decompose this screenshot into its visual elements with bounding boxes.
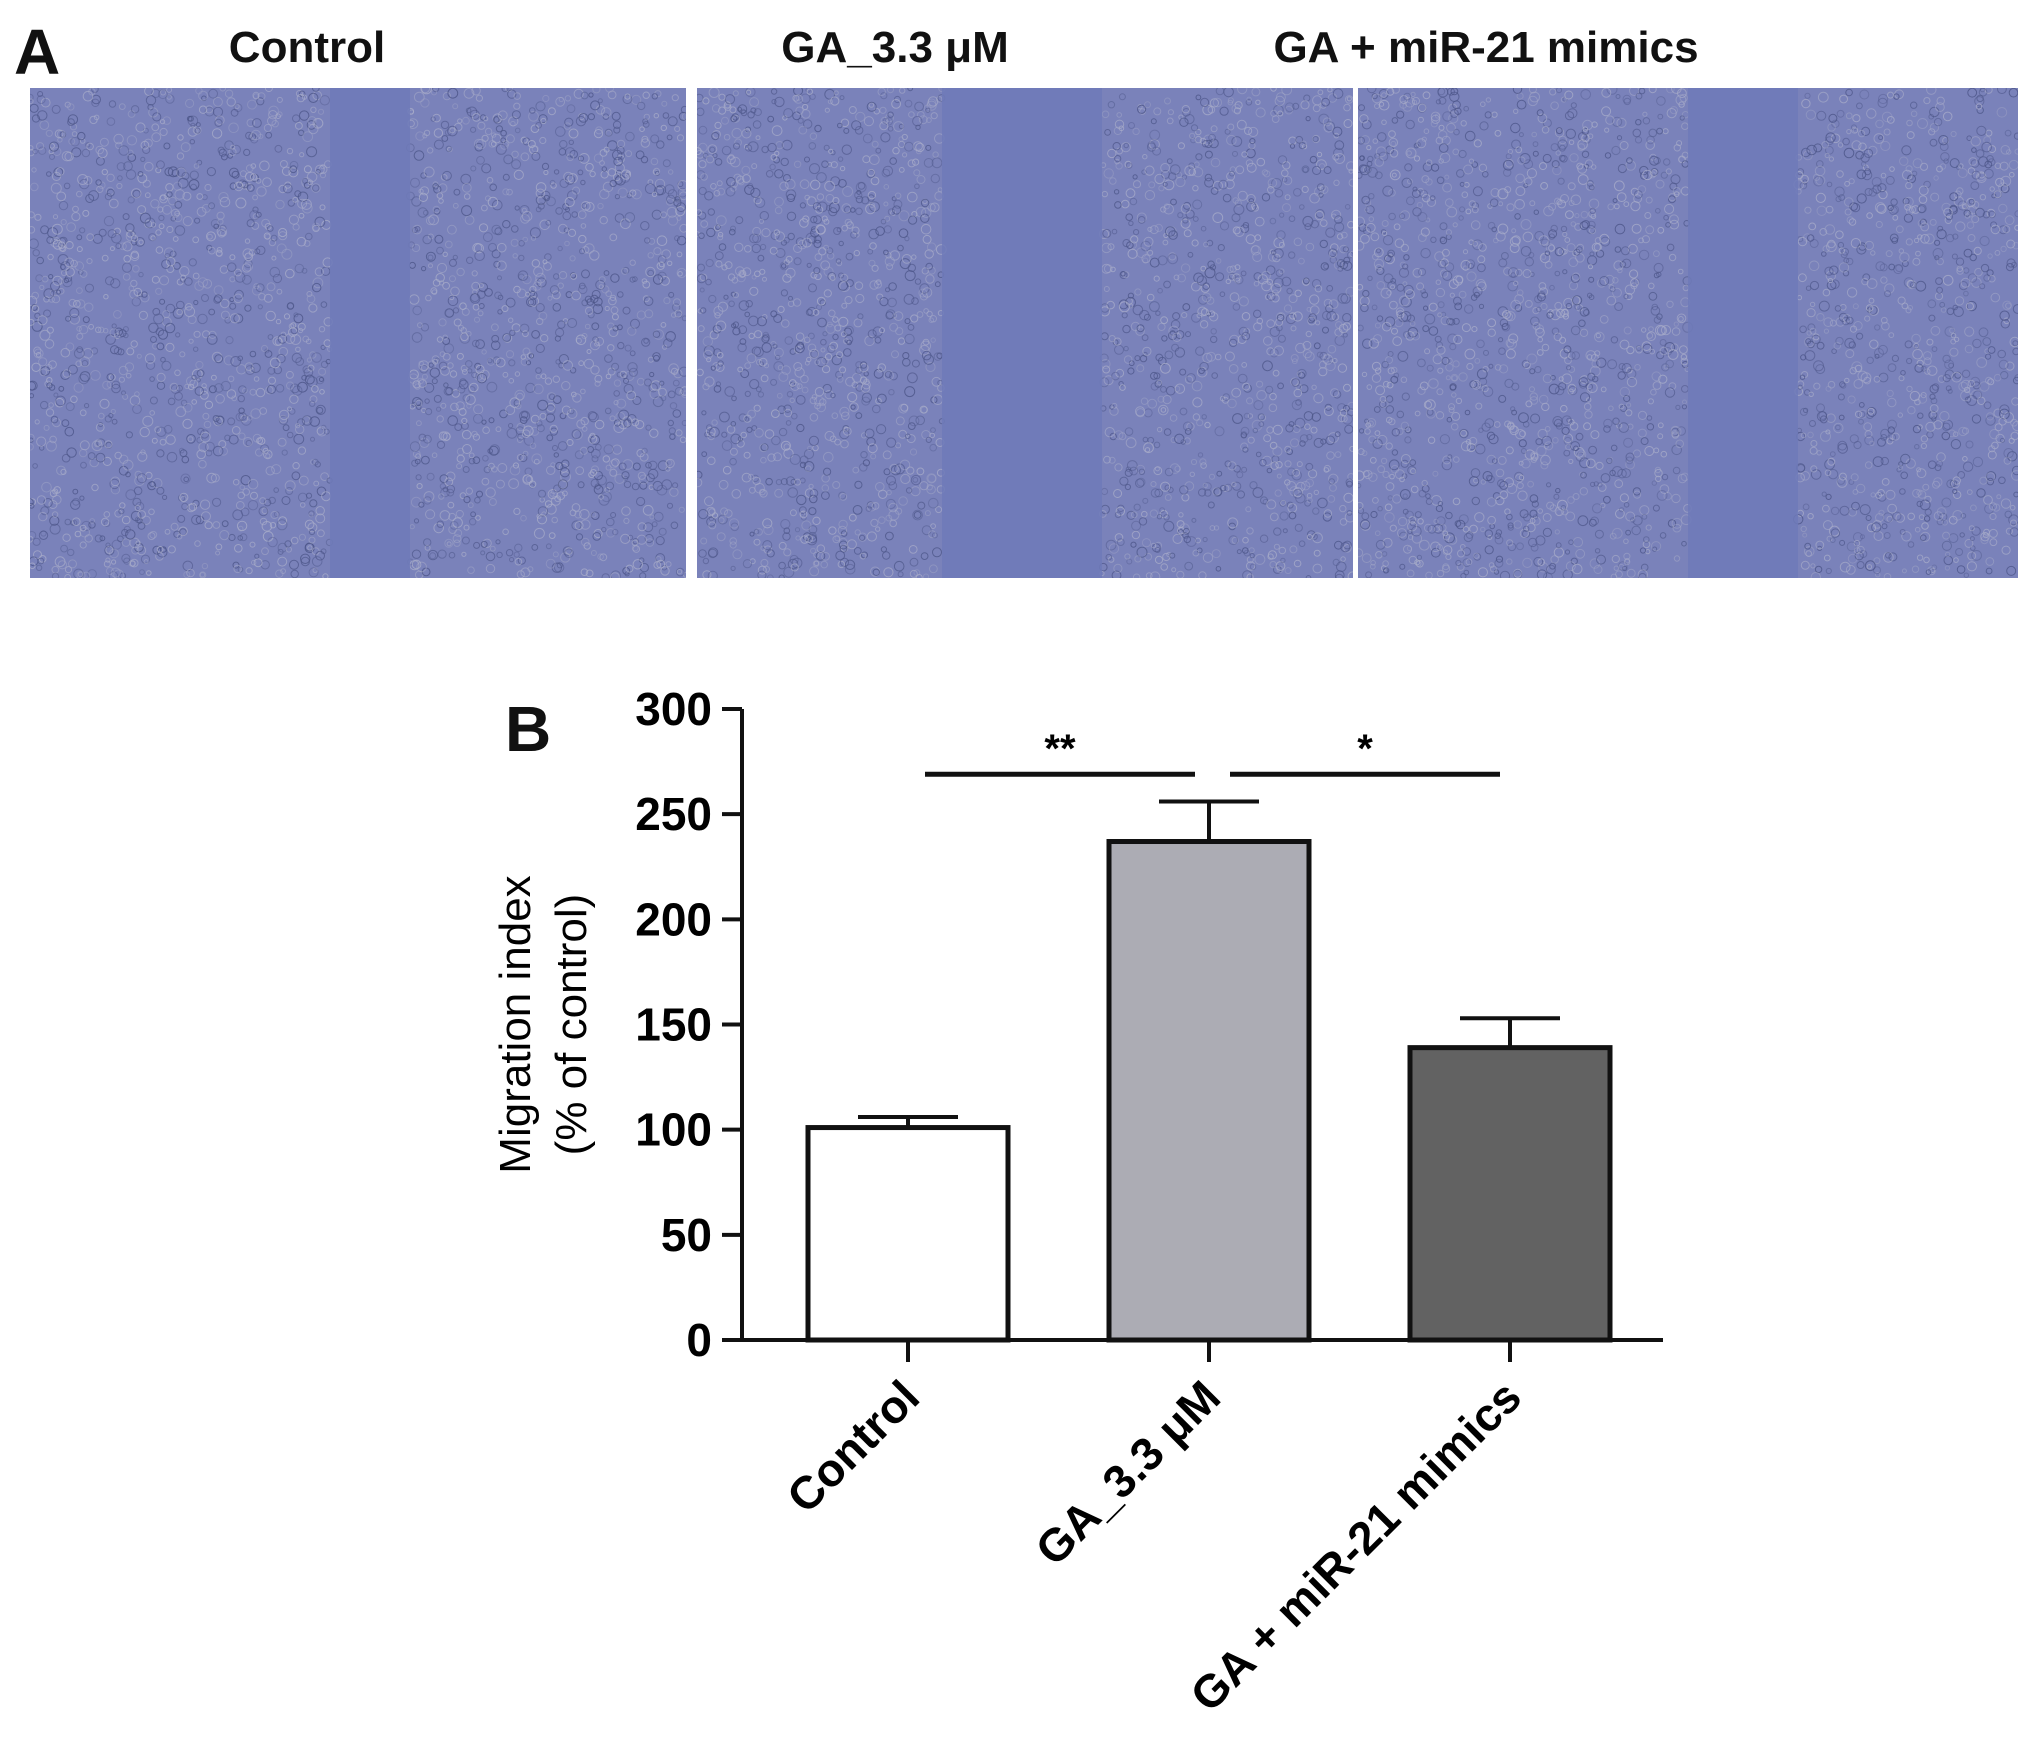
x-category-label: GA + miR-21 mimics bbox=[1180, 1370, 1531, 1721]
image-title-ga: GA_3.3 μM bbox=[781, 23, 1009, 72]
y-axis-label-line1: Migration index bbox=[491, 875, 540, 1173]
image-title-control: Control bbox=[228, 23, 386, 72]
micrograph-ga-mimics-texture bbox=[1358, 88, 2018, 578]
micrograph-ga bbox=[697, 88, 1353, 578]
y-tick-label: 150 bbox=[635, 999, 712, 1051]
micrograph-ga-mimics bbox=[1358, 88, 2018, 578]
micrograph-control-texture bbox=[30, 88, 686, 578]
y-tick-label: 50 bbox=[661, 1209, 712, 1261]
micrograph-ga-texture bbox=[697, 88, 1353, 578]
y-tick-label: 200 bbox=[635, 893, 712, 945]
bar-2 bbox=[1407, 1045, 1613, 1343]
x-category-label: Control bbox=[777, 1370, 929, 1522]
y-tick-label: 250 bbox=[635, 788, 712, 840]
significance-label: ** bbox=[1044, 727, 1076, 771]
y-tick-label: 0 bbox=[686, 1314, 712, 1366]
image-title-ga-mimics: GA + miR-21 mimics bbox=[1273, 23, 1699, 72]
bar-1 bbox=[1106, 839, 1312, 1343]
significance-label: * bbox=[1357, 727, 1373, 771]
y-tick-label: 300 bbox=[635, 683, 712, 735]
y-axis-label-line2: (% of control) bbox=[547, 894, 596, 1156]
micrograph-control bbox=[30, 88, 686, 578]
y-tick-label: 100 bbox=[635, 1104, 712, 1156]
bar-0 bbox=[805, 1125, 1011, 1343]
panel-label-b: B bbox=[505, 693, 552, 765]
x-category-label: GA_3.3 μM bbox=[1025, 1370, 1230, 1575]
bar-chart: 0 50 100 150 200 250 300 Migration index (% of c… bbox=[491, 683, 1663, 1721]
panel-label-a: A bbox=[14, 16, 61, 88]
